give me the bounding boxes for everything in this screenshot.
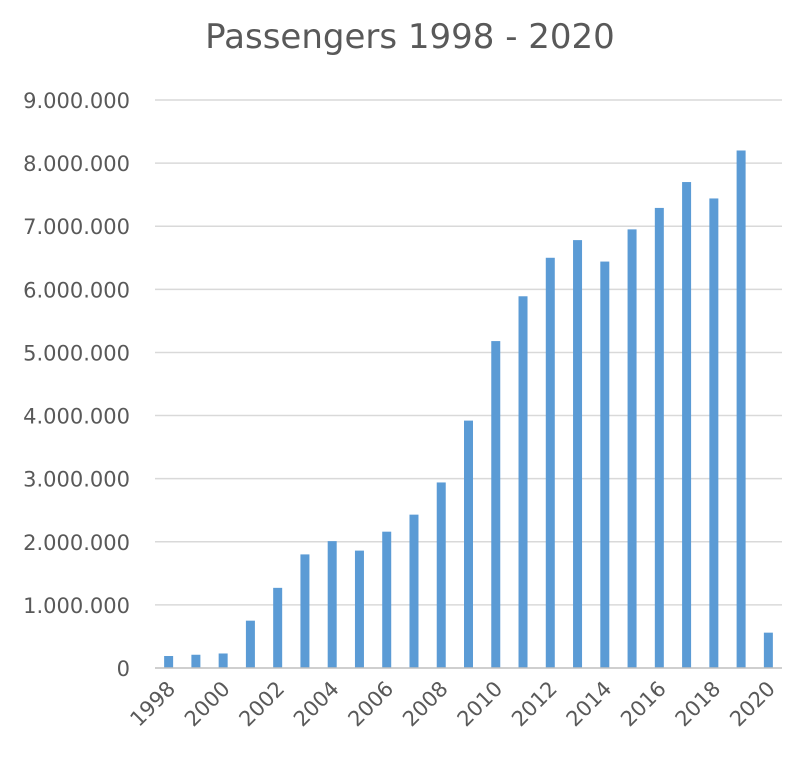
y-tick-label: 2.000.000	[23, 531, 130, 555]
bars	[164, 150, 773, 669]
bar-2005	[354, 550, 364, 668]
chart-title: Passengers 1998 - 2020	[205, 17, 615, 57]
y-axis-tick-labels: 0 1.000.000 2.000.000 3.000.000 4.000.000 5.0…	[23, 89, 130, 681]
y-tick-label: 9.000.000	[23, 89, 130, 113]
bar-2012	[545, 257, 555, 668]
x-tick-label: 2006	[343, 677, 398, 732]
bar-1998	[164, 656, 174, 668]
bar-2002	[273, 587, 283, 668]
x-tick-label: 2016	[616, 677, 671, 732]
y-tick-label: 1.000.000	[23, 594, 130, 618]
bar-2014	[600, 261, 610, 668]
bar-2017	[682, 182, 692, 669]
y-tick-label: 5.000.000	[23, 341, 130, 365]
x-tick-label: 2008	[398, 677, 453, 732]
y-tick-label: 6.000.000	[23, 278, 130, 302]
bar-2008	[436, 482, 446, 668]
y-tick-label: 4.000.000	[23, 405, 130, 429]
x-tick-label: 2010	[453, 677, 508, 732]
bar-2007	[409, 514, 419, 668]
x-axis-tick-labels: 1998 2000 2002 2004 2006 2008 2010 2012 2014 2016…	[125, 677, 780, 732]
bar-2019	[736, 150, 746, 668]
bar-2020	[763, 632, 773, 668]
bar-2015	[627, 229, 637, 668]
bar-2011	[518, 296, 528, 668]
x-tick-label: 2014	[562, 677, 617, 732]
x-tick-label: 2012	[507, 677, 562, 732]
x-tick-label: 2000	[180, 677, 235, 732]
bar-2003	[300, 554, 310, 668]
bar-2009	[464, 420, 473, 668]
y-tick-label: 0	[117, 657, 130, 681]
bar-2001	[245, 620, 255, 668]
bar-2010	[491, 341, 501, 668]
bar-2004	[327, 541, 337, 668]
x-tick-label: 2018	[671, 677, 726, 732]
bar-2016	[654, 207, 664, 669]
bar-1999	[191, 654, 201, 668]
x-tick-label: 1998	[125, 677, 180, 732]
bar-2013	[573, 240, 583, 668]
bar-2006	[382, 531, 392, 668]
x-tick-label: 2020	[725, 677, 780, 732]
bar-2000	[218, 653, 228, 668]
bar-2018	[709, 198, 719, 668]
y-tick-label: 3.000.000	[23, 468, 130, 492]
gridlines	[155, 99, 782, 606]
y-tick-label: 8.000.000	[23, 152, 130, 176]
x-tick-label: 2002	[234, 677, 289, 732]
x-tick-label: 2004	[289, 677, 344, 732]
y-tick-label: 7.000.000	[23, 215, 130, 239]
